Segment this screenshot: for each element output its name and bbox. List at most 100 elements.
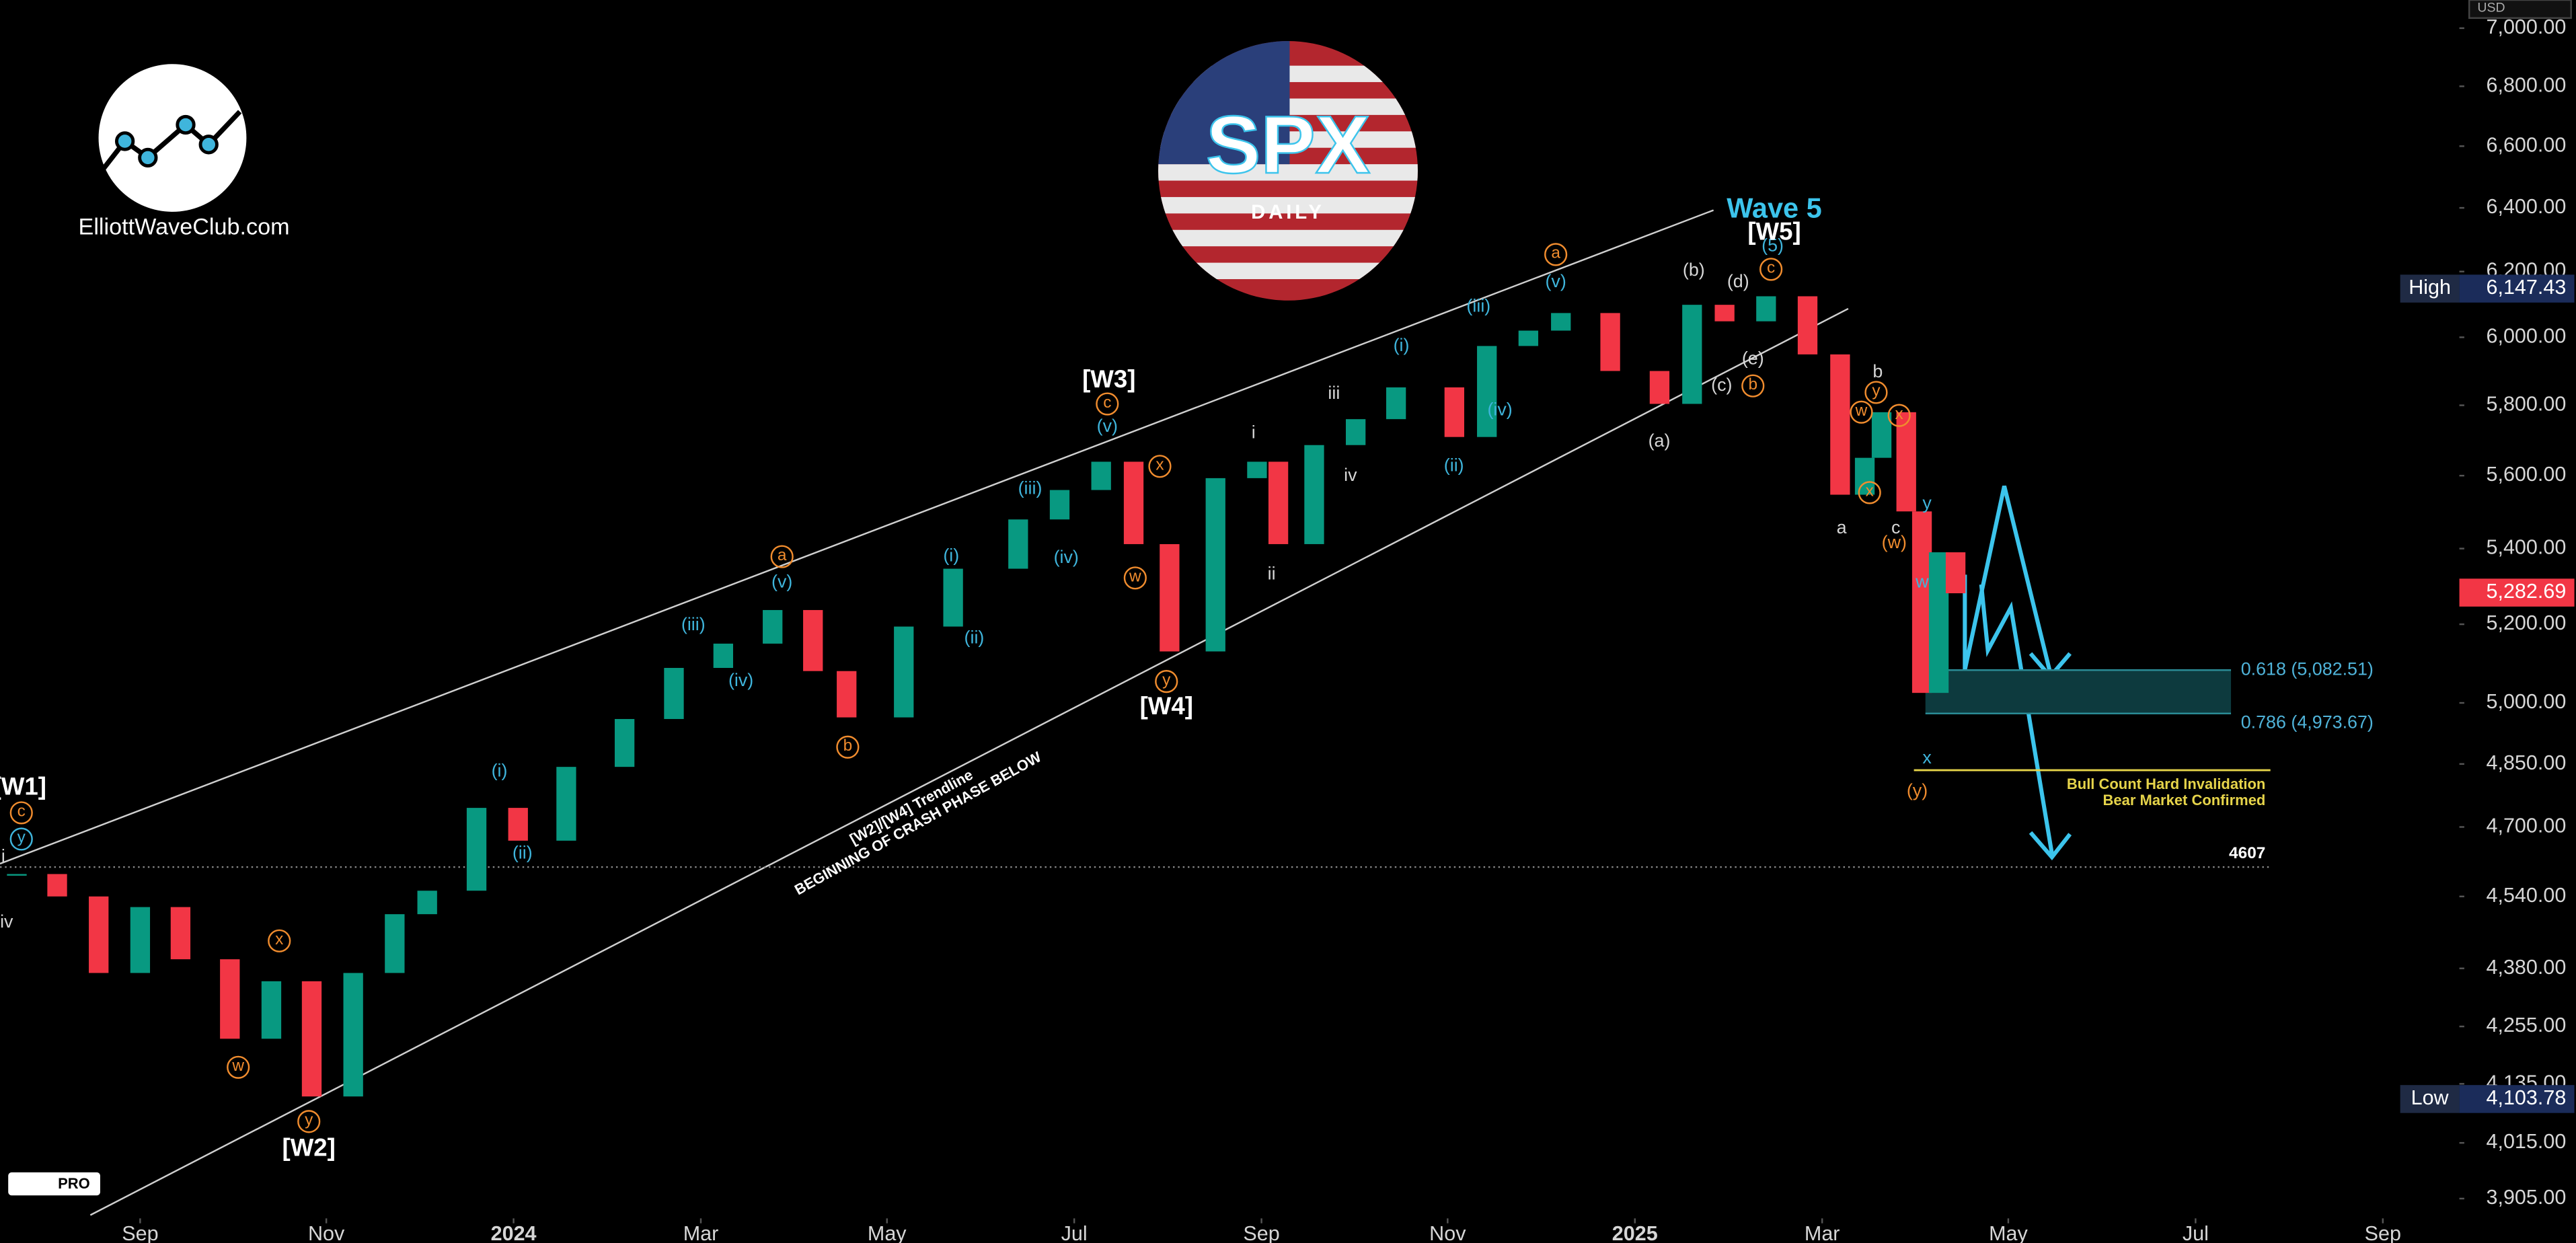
y-tick-label: 5,800.00	[2487, 393, 2567, 416]
wave-label: (v)	[771, 572, 792, 592]
candle	[1160, 543, 1180, 652]
candle	[261, 981, 282, 1039]
candle	[508, 808, 528, 841]
x-tick-label: Jul	[1061, 1222, 1088, 1243]
candle	[1649, 371, 1670, 404]
wave-label: a	[1551, 244, 1560, 262]
wave-label: iv	[1344, 465, 1357, 485]
candle	[47, 874, 67, 897]
candle	[1551, 313, 1571, 331]
wave-label: (y)	[1907, 780, 1928, 800]
wave-label: y	[1162, 671, 1171, 689]
projection-arrow	[1979, 584, 2054, 854]
candle	[1830, 354, 1850, 495]
wave-circle	[1887, 404, 1911, 427]
upper-channel-line	[0, 209, 1714, 865]
candle	[1386, 387, 1406, 420]
wave-circle	[1864, 381, 1888, 404]
candle	[556, 767, 576, 841]
wave-label: (iii)	[1018, 478, 1043, 498]
candle	[1756, 296, 1776, 322]
wave-label: i	[1252, 422, 1256, 443]
price-badge-label: 6,147.43	[2487, 276, 2567, 299]
wave-label: w	[1855, 402, 1868, 420]
wave-circle	[1741, 374, 1765, 398]
candle	[1871, 412, 1892, 458]
price-badge-label: 5,282.69	[2487, 580, 2567, 603]
y-tick-label: 4,700.00	[2487, 815, 2567, 837]
candle	[130, 907, 151, 973]
fib-label: 0.618 (5,082.51)	[2241, 658, 2374, 679]
y-tick-label: 5,200.00	[2487, 611, 2567, 634]
candle	[1049, 490, 1070, 520]
wave-label: (b)	[1683, 260, 1705, 280]
x-tick-label: Mar	[683, 1222, 719, 1243]
wave-circle	[1155, 670, 1178, 693]
candle	[220, 959, 240, 1039]
wave-circle	[836, 735, 860, 759]
candle	[343, 973, 363, 1097]
badge-title: SPX	[1206, 98, 1370, 190]
wave-label: (w)	[1882, 532, 1907, 552]
y-tick-label: 6,600.00	[2487, 133, 2567, 156]
platform-text: PRO	[58, 1175, 90, 1192]
candle	[1123, 461, 1144, 544]
candle	[1268, 461, 1289, 544]
y-tick-label: 5,600.00	[2487, 463, 2567, 486]
wave-label: Wave 5	[1727, 192, 1822, 223]
wave-label: (iv)	[1487, 399, 1512, 419]
candle	[170, 907, 191, 960]
wave-label: iv	[0, 911, 13, 932]
wave-label: x	[275, 930, 283, 948]
x-tick-label: May	[868, 1222, 907, 1243]
y-tick-label: 4,015.00	[2487, 1130, 2567, 1153]
price-axis	[2456, 0, 2576, 1243]
wave-label: (a)	[1649, 430, 1671, 451]
wave-label: (ii)	[964, 628, 985, 648]
candle	[1247, 461, 1267, 478]
wave-circle	[1759, 258, 1783, 281]
y-tick-label: 4,380.00	[2487, 956, 2567, 979]
wave-label: w	[231, 1057, 244, 1075]
x-tick-label: 2024	[491, 1222, 537, 1243]
wave-label: x	[1156, 456, 1164, 474]
wave-label: (iii)	[681, 614, 706, 634]
projection-arrow	[1963, 485, 2053, 674]
x-tick-label: Sep	[1243, 1222, 1279, 1243]
x-tick-label: Jul	[2183, 1222, 2209, 1243]
fib-zone	[1925, 670, 2232, 714]
invalidation-label: Bull Count Hard Invalidation	[2067, 776, 2265, 792]
candle	[89, 896, 109, 973]
candle	[1477, 346, 1497, 437]
candle	[301, 981, 322, 1097]
y-tick-label: 7,000.00	[2487, 15, 2567, 38]
wave-label: y	[17, 829, 26, 847]
candle	[1600, 313, 1620, 371]
y-tick-label: 3,905.00	[2487, 1186, 2567, 1209]
support-label: 4607	[2229, 844, 2265, 862]
wave-label: y	[305, 1111, 313, 1129]
wave-label: c	[1767, 259, 1775, 277]
wave-label: y	[1922, 493, 1932, 513]
candle	[1345, 419, 1366, 445]
wave-label: w	[1129, 568, 1141, 586]
badge-title-box	[2400, 1085, 2460, 1113]
candle	[7, 874, 27, 876]
arrow-head	[2029, 831, 2072, 861]
candle	[1008, 519, 1028, 569]
wave-label: w	[1915, 572, 1929, 592]
wave-label: (i)	[492, 760, 508, 780]
wave-label: (ii)	[513, 843, 533, 863]
wave-label: c	[17, 802, 26, 821]
x-tick-label: Nov	[1429, 1222, 1466, 1243]
wave-label: i	[1, 845, 5, 866]
x-tick-label: Sep	[2365, 1222, 2401, 1243]
wave-label: ii	[1268, 564, 1276, 584]
wave-label: (i)	[943, 545, 959, 566]
wave-circle	[9, 801, 33, 825]
candle	[763, 609, 783, 644]
wave-label: (e)	[1742, 348, 1764, 369]
wave-circle	[1148, 455, 1172, 478]
wave-circle	[1850, 400, 1873, 424]
currency-box	[2468, 0, 2572, 20]
